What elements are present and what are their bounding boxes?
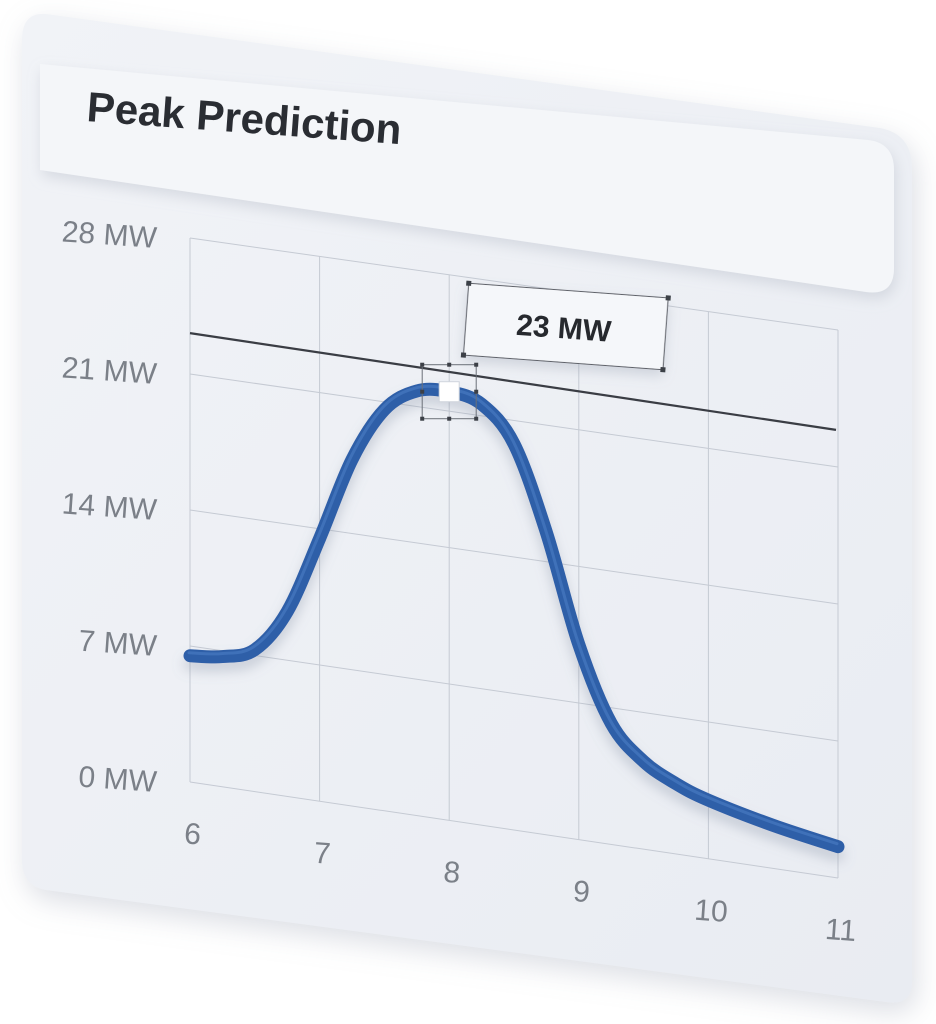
marker-point: [438, 381, 460, 403]
grid-line-y-4: [189, 237, 839, 331]
x-tick-label: 8: [442, 856, 461, 890]
y-tick-label: 0 MW: [77, 761, 158, 799]
x-tick-label: 10: [693, 894, 729, 929]
marker-handle: [420, 389, 425, 394]
y-tick-label: 14 MW: [61, 487, 159, 527]
series-line-highlight: [187, 384, 839, 846]
callout-handle: [665, 295, 671, 301]
chart-plot-area: 0 MW 7 MW 14 MW 21 MW 28 MW 6 7 8 9 10 11 23 MW: [61, 215, 858, 948]
threshold-label: 23 MW: [515, 309, 613, 349]
x-tick-label: 11: [824, 913, 857, 948]
x-tick-label: 6: [183, 817, 202, 851]
marker-handle: [447, 362, 452, 367]
peak-marker: [420, 362, 479, 421]
grid-line-y-3: [189, 373, 839, 468]
y-tick-label: 28 MW: [61, 215, 159, 255]
grid-line-y-1: [189, 645, 839, 742]
marker-handle: [420, 362, 425, 367]
marker-handle: [474, 389, 479, 394]
callout-box: [462, 282, 669, 371]
x-tick-label: 7: [313, 837, 332, 871]
callout-handle: [660, 367, 666, 373]
grid-line-y-2: [189, 509, 839, 605]
callout-handle: [460, 352, 467, 358]
threshold-line: [189, 332, 837, 431]
grid-line-y-0: [189, 781, 839, 879]
y-tick-label: 21 MW: [61, 351, 159, 391]
threshold-callout: 23 MW: [460, 280, 671, 373]
x-tick-label: 9: [572, 875, 591, 909]
y-tick-label: 7 MW: [77, 625, 158, 663]
callout-handle: [466, 280, 472, 286]
marker-handle: [474, 416, 479, 421]
marker-handle: [447, 416, 452, 421]
card-header: [40, 64, 894, 293]
marker-handle: [474, 362, 479, 367]
marker-handle: [420, 416, 425, 421]
